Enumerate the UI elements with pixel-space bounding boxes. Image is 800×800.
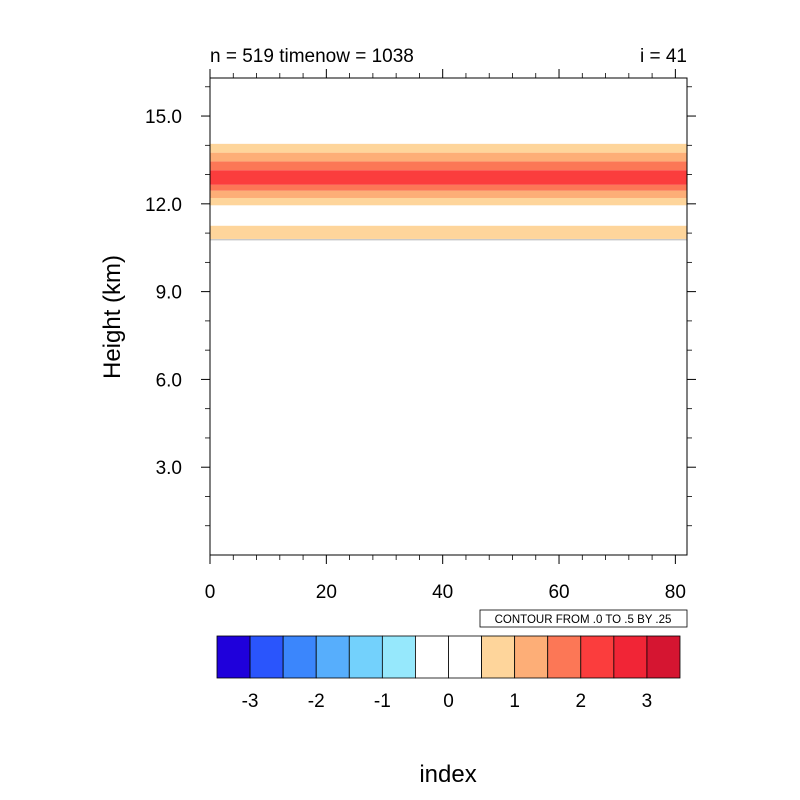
x-tick-label: 60 (548, 582, 569, 603)
colorbar-box-4 (348, 635, 383, 679)
colorbar-box-10 (547, 635, 582, 679)
colorbar-box-11 (580, 635, 615, 679)
axis-ticks: 0 20 40 60 80 3.0 6.0 9.0 12.0 15.0 (145, 69, 696, 603)
colorbar-box-12 (613, 635, 648, 679)
heatmap-band-5 (210, 170, 687, 185)
title-left: n = 519 timenow = 1038 (210, 46, 414, 67)
colorbar-box-7 (448, 635, 482, 679)
heatmap-band-2 (210, 197, 687, 206)
colorbar-box-3 (315, 635, 350, 679)
x-tick-label: 40 (432, 582, 453, 603)
colorbar-box-1 (249, 635, 284, 679)
colorbar-label: 0 (443, 691, 454, 712)
colorbar-label: 1 (509, 691, 520, 712)
colorbar-label: -3 (242, 691, 259, 712)
contour-info: CONTOUR FROM .0 TO .5 BY .25 (495, 614, 672, 626)
heatmap-band-8 (210, 143, 687, 153)
colorbar-box-8 (481, 635, 516, 679)
plot-frame (209, 77, 688, 556)
colorbar-title: index (419, 761, 476, 788)
y-axis-label: Height (km) (99, 255, 126, 379)
heatmap-band-6 (210, 161, 687, 171)
y-tick-label: 12.0 (145, 195, 182, 216)
y-tick-label: 3.0 (156, 458, 182, 479)
heatmap-band-1 (210, 225, 687, 239)
colorbar-label: -2 (308, 691, 325, 712)
y-tick-label: 9.0 (156, 283, 182, 304)
title-right: i = 41 (640, 46, 687, 67)
colorbar-box-9 (514, 635, 549, 679)
colorbar: -3 -2 -1 0 1 2 3 (216, 635, 681, 712)
contour-info-box: CONTOUR FROM .0 TO .5 BY .25 (479, 609, 688, 628)
heatmap-band-7 (210, 152, 687, 162)
heatmap-band-0 (210, 238, 687, 241)
colorbar-box-13 (646, 635, 681, 679)
x-tick-label: 80 (665, 582, 686, 603)
colorbar-box-6 (415, 635, 449, 679)
y-tick-label: 15.0 (145, 107, 182, 128)
x-tick-label: 0 (205, 582, 216, 603)
colorbar-box-0 (216, 635, 251, 679)
x-tick-label: 20 (316, 582, 337, 603)
heatmap-band-3 (210, 190, 687, 198)
y-tick-label: 6.0 (156, 370, 182, 391)
colorbar-label: -1 (374, 691, 391, 712)
colorbar-box-5 (381, 635, 416, 679)
heatmap-band-4 (210, 184, 687, 191)
colorbar-label: 2 (575, 691, 586, 712)
colorbar-label: 3 (642, 691, 653, 712)
heatmap-bands (210, 143, 687, 241)
colorbar-box-2 (282, 635, 317, 679)
